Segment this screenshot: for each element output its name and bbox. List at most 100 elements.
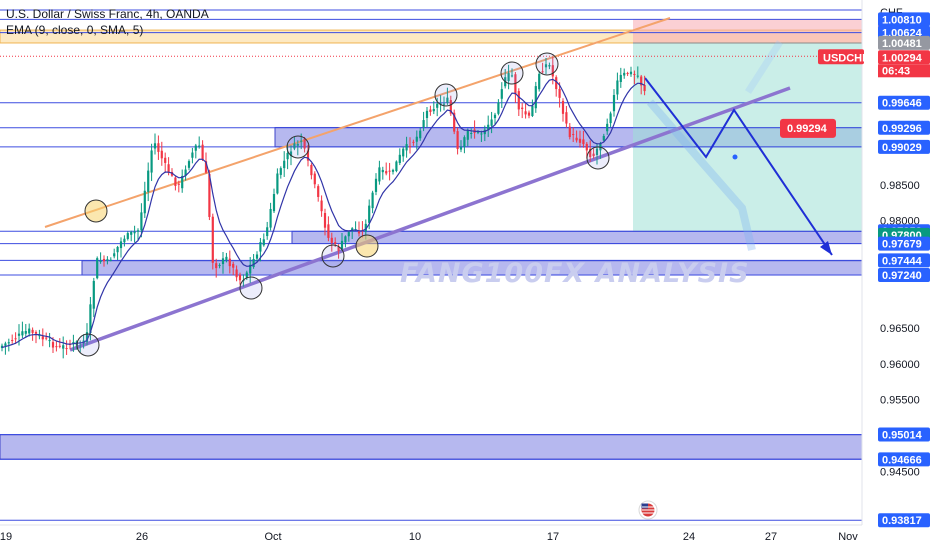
candle-body	[198, 145, 201, 147]
indicator-title[interactable]: EMA (9, close, 0, SMA, 5)	[6, 23, 144, 37]
candle	[538, 70, 541, 92]
candle	[198, 136, 201, 149]
candle	[487, 115, 490, 137]
candle	[24, 323, 27, 338]
trendlines[interactable]	[44, 17, 833, 352]
symbol-tag: USDCHF	[818, 49, 869, 65]
watermark-text: FANG100FX ANALYSIS	[400, 258, 750, 289]
candle	[21, 321, 24, 339]
candle	[293, 136, 296, 151]
candle-body	[419, 130, 422, 139]
candle	[303, 136, 306, 153]
candle-body	[283, 160, 286, 169]
candle	[395, 160, 398, 173]
candle	[310, 163, 313, 180]
candle-body	[476, 131, 480, 133]
price-tag-label: 1.00294	[882, 52, 923, 64]
candle	[41, 328, 44, 347]
candle	[160, 141, 163, 166]
candle	[184, 165, 187, 181]
candle	[177, 180, 180, 193]
candle	[572, 127, 575, 143]
candle-body	[7, 342, 10, 344]
candle	[558, 82, 561, 108]
price-tag-bg	[878, 12, 930, 27]
candle	[113, 248, 116, 259]
candle-body	[514, 74, 517, 95]
candle	[602, 133, 605, 142]
candle	[623, 68, 626, 79]
candle-body	[422, 120, 425, 128]
candle	[31, 327, 34, 341]
x-tick-label: 17	[547, 531, 559, 543]
price-tag-bg	[878, 120, 930, 135]
candle-body	[58, 345, 61, 347]
time-axis[interactable]: 19 26 Oct 10 17 24 27 Nov	[0, 524, 862, 543]
candle-body	[269, 208, 272, 228]
candle-body	[208, 173, 211, 217]
annotation-circle-8	[535, 52, 559, 76]
candle	[320, 195, 323, 217]
candle	[92, 277, 95, 318]
channel-top-line	[44, 17, 671, 228]
candle	[405, 136, 408, 158]
candle	[381, 166, 384, 180]
candle	[238, 272, 242, 285]
chart-legend: U.S. Dollar / Swiss Franc, 4h, OANDA EMA…	[6, 6, 209, 38]
candle	[606, 118, 609, 135]
candle-body	[388, 170, 391, 172]
candle-body	[629, 71, 633, 75]
candle	[150, 143, 153, 182]
price-tag: 0.97444	[878, 253, 930, 268]
candle-body	[544, 64, 548, 68]
candle	[218, 263, 221, 269]
candle	[279, 166, 282, 179]
candle	[245, 270, 248, 280]
candle	[344, 235, 347, 248]
candle	[17, 324, 21, 346]
price-tag-bg	[878, 50, 930, 65]
countdown-label: 06:43	[882, 65, 910, 77]
candle-body	[96, 258, 99, 279]
y-tick-label: 0.95500	[880, 395, 920, 407]
candle	[276, 168, 279, 195]
candle-body	[235, 269, 238, 278]
price-axis[interactable]: CHF0.985000.980000.965000.960000.955000.…	[780, 0, 932, 550]
candle	[357, 221, 361, 237]
candle	[116, 245, 119, 261]
candle-body	[303, 139, 306, 149]
candle	[510, 68, 514, 78]
candle-body	[41, 336, 44, 340]
price-tag-label: 0.94666	[882, 454, 922, 466]
event-flag-canton	[641, 503, 648, 509]
candle-body	[313, 173, 316, 185]
candle-body	[153, 143, 157, 149]
candle	[201, 140, 204, 161]
candle-body	[640, 76, 643, 86]
symbol-title[interactable]: U.S. Dollar / Swiss Franc, 4h, OANDA	[6, 7, 209, 21]
candle-body	[347, 232, 350, 237]
candle-body	[300, 140, 303, 142]
candle-body	[517, 91, 520, 110]
candle	[408, 137, 412, 154]
candle-body	[463, 137, 466, 147]
candle-body	[221, 258, 225, 265]
candle	[266, 221, 269, 240]
candle	[524, 103, 527, 119]
candle-body	[374, 178, 378, 192]
candle	[391, 168, 395, 175]
candle	[11, 334, 14, 344]
candle	[306, 144, 310, 167]
candle	[432, 101, 435, 115]
candle	[232, 261, 235, 276]
candle-body	[160, 150, 163, 159]
symbol-tag-label: USDCHF	[823, 52, 869, 64]
candle-body	[249, 264, 252, 274]
candle	[643, 75, 646, 96]
x-tick-label: Oct	[264, 531, 281, 543]
candle-body	[398, 154, 401, 164]
ema-line	[1, 78, 645, 349]
candle	[398, 148, 401, 166]
candle-body	[109, 259, 112, 261]
